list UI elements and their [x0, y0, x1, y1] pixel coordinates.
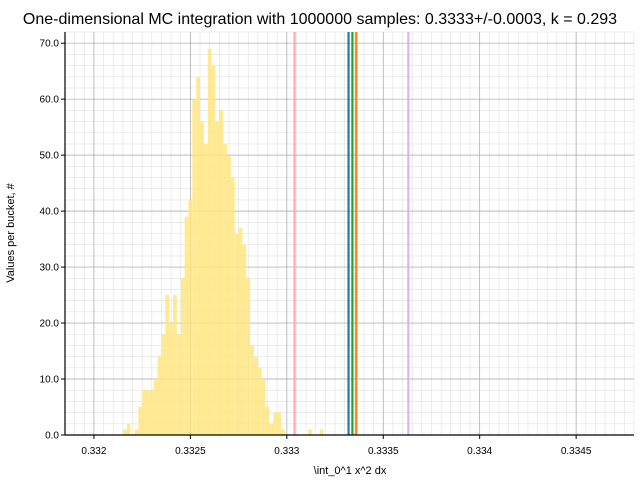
histogram-bar — [180, 278, 185, 435]
histogram-bars — [122, 48, 324, 436]
histogram-bar — [281, 429, 285, 435]
y-tick-label: 70.0 — [40, 39, 60, 50]
y-axis-label: Values per bucket, # — [5, 182, 17, 282]
histogram-bar — [200, 121, 204, 436]
x-tick-label: 0.334 — [467, 446, 492, 457]
chart-title: One-dimensional MC integration with 1000… — [23, 11, 617, 28]
histogram-bar — [192, 99, 197, 436]
histogram-bar — [242, 244, 247, 435]
histogram-bar — [230, 177, 235, 435]
histogram-bar — [188, 199, 193, 435]
histogram-bar — [246, 278, 251, 435]
histogram-bar — [265, 407, 270, 435]
histogram-bar — [308, 429, 312, 435]
histogram-bar — [169, 323, 174, 435]
histogram-bar — [257, 367, 262, 435]
histogram-bar — [203, 143, 208, 435]
histogram-bar — [153, 379, 158, 435]
histogram-bar — [207, 48, 212, 436]
x-axis-label: \int_0^1 x^2 dx — [314, 465, 387, 477]
y-tick-label: 30.0 — [40, 263, 60, 274]
histogram-bar — [250, 345, 255, 435]
x-tick-label: 0.3335 — [368, 446, 399, 457]
y-tick-label: 40.0 — [40, 207, 60, 218]
histogram-bar — [277, 412, 282, 435]
x-tick-label: 0.3325 — [175, 446, 206, 457]
histogram-bar — [219, 110, 224, 435]
x-tick-label: 0.332 — [81, 446, 106, 457]
vertical-marker-lines — [293, 32, 410, 435]
histogram-bar — [149, 390, 154, 435]
y-tick-label: 50.0 — [40, 151, 60, 162]
histogram-bar — [173, 295, 177, 435]
histogram-bar — [157, 356, 162, 435]
x-axis-ticks: 0.332 0.3325 0.333 0.3335 0.334 0.3345 — [81, 435, 592, 457]
histogram-bar — [134, 429, 139, 435]
histogram-bar — [122, 429, 127, 435]
histogram-bar — [223, 143, 228, 435]
histogram-bar — [215, 121, 220, 436]
histogram-bar — [319, 429, 324, 435]
histogram-bar — [196, 76, 201, 436]
histogram-bar — [176, 334, 181, 435]
y-axis-ticks: 0.0 10.0 20.0 30.0 40.0 50.0 60.0 70.0 — [40, 39, 65, 442]
x-tick-label: 0.3345 — [561, 446, 592, 457]
histogram-bar — [227, 155, 231, 435]
histogram-bar — [184, 216, 189, 435]
histogram-bar — [254, 356, 258, 435]
histogram-bar — [126, 423, 131, 435]
y-tick-label: 20.0 — [40, 319, 60, 330]
histogram-bar — [165, 295, 170, 435]
y-tick-label: 10.0 — [40, 375, 60, 386]
histogram-bar — [261, 379, 266, 435]
histogram-bar — [138, 407, 143, 435]
histogram-bar — [269, 423, 274, 435]
y-tick-label: 0.0 — [45, 431, 59, 442]
histogram-bar — [234, 233, 239, 435]
histogram-bar — [211, 65, 216, 435]
histogram-bar — [142, 390, 147, 435]
x-tick-label: 0.333 — [274, 446, 299, 457]
histogram-bar — [161, 334, 166, 435]
histogram-bar — [273, 412, 278, 435]
y-tick-label: 60.0 — [40, 95, 60, 106]
histogram-bar — [238, 227, 243, 435]
histogram-bar — [146, 390, 150, 435]
